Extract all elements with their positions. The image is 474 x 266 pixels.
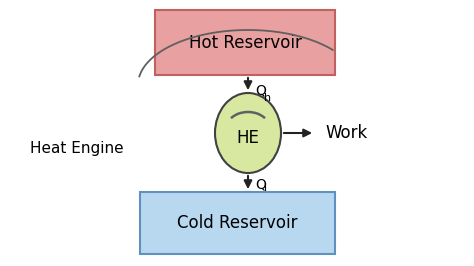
Text: Q: Q [255, 84, 266, 98]
Text: Q: Q [255, 178, 266, 192]
Bar [140, 192, 335, 254]
Bar [155, 10, 335, 75]
Text: l: l [264, 183, 267, 193]
Text: h: h [264, 93, 271, 103]
Ellipse shape [215, 93, 281, 173]
Text: HE: HE [237, 129, 259, 147]
Text: Heat Engine: Heat Engine [30, 140, 124, 156]
Text: Hot Reservoir: Hot Reservoir [189, 34, 301, 52]
Text: Work: Work [325, 124, 367, 142]
Text: Cold Reservoir: Cold Reservoir [177, 214, 298, 232]
